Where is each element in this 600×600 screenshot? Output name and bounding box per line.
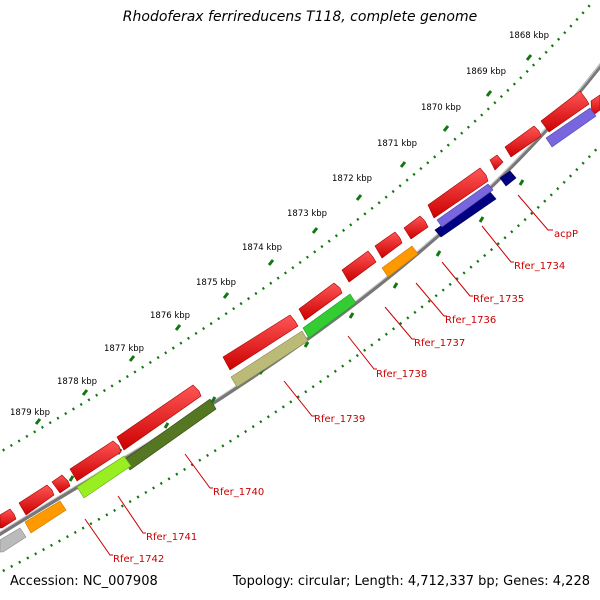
cds-arrow[interactable] (0, 508, 17, 529)
feature-blue-light-2[interactable] (436, 183, 494, 228)
feature-khaki[interactable] (230, 330, 309, 388)
feature-blue-dark-small[interactable] (499, 170, 517, 187)
cds-arrow[interactable] (51, 474, 71, 494)
gene-label-rfer-1742: Rfer_1742 (113, 554, 164, 565)
kbp-label-1873: 1873 kbp (287, 209, 327, 219)
feature-track (0, 107, 597, 553)
kbp-label-1876: 1876 kbp (150, 311, 190, 321)
kbp-label-1874: 1874 kbp (242, 243, 282, 253)
kbp-label-1870: 1870 kbp (421, 103, 461, 113)
forward-cds-track (0, 90, 600, 529)
cds-arrow[interactable] (374, 231, 403, 259)
cds-arrow[interactable] (116, 384, 202, 451)
genome-summary-text: Topology: circular; Length: 4,712,337 bp… (232, 574, 590, 589)
kbp-label-1877: 1877 kbp (104, 344, 144, 354)
outer-major-ticks (34, 54, 533, 425)
gene-labels: acpP Rfer_1734 Rfer_1735 Rfer_1736 Rfer_… (113, 229, 578, 565)
cds-arrow[interactable] (504, 125, 542, 158)
gene-label-rfer-1737: Rfer_1737 (414, 338, 465, 349)
cds-arrow[interactable] (427, 167, 489, 219)
feature-orange-2[interactable] (24, 500, 67, 534)
feature-lime[interactable] (76, 455, 132, 499)
gene-label-rfer-1734: Rfer_1734 (514, 261, 565, 272)
cds-arrow[interactable] (298, 282, 343, 321)
kbp-labels: 1868 kbp 1869 kbp 1870 kbp 1871 kbp 1872… (10, 31, 549, 418)
accession-text: Accession: NC_007908 (10, 574, 158, 589)
feature-orange[interactable] (381, 245, 419, 278)
inner-tick-ring (0, 143, 600, 574)
kbp-label-1872: 1872 kbp (332, 174, 372, 184)
cds-arrow[interactable] (403, 215, 429, 240)
gene-label-acpP: acpP (554, 229, 578, 240)
cds-arrow[interactable] (489, 154, 504, 171)
cds-arrow[interactable] (540, 90, 590, 133)
kbp-label-1871: 1871 kbp (377, 139, 417, 149)
gene-label-rfer-1741: Rfer_1741 (146, 532, 197, 543)
cds-arrow[interactable] (69, 440, 122, 482)
feature-blue-light[interactable] (545, 107, 597, 148)
outer-tick-ring (0, 4, 591, 454)
cds-arrow[interactable] (18, 484, 55, 516)
kbp-label-1868: 1868 kbp (509, 31, 549, 41)
gene-label-rfer-1740: Rfer_1740 (213, 487, 264, 498)
gene-label-rfer-1739: Rfer_1739 (314, 414, 365, 425)
cds-arrow[interactable] (222, 314, 299, 371)
feature-green[interactable] (302, 293, 357, 339)
kbp-label-1869: 1869 kbp (466, 67, 506, 77)
gene-label-rfer-1735: Rfer_1735 (473, 294, 524, 305)
feature-grey[interactable] (0, 527, 27, 553)
map-title: Rhodoferax ferrireducens T118, complete … (122, 9, 478, 25)
gene-label-rfer-1738: Rfer_1738 (376, 369, 427, 380)
kbp-label-1875: 1875 kbp (196, 278, 236, 288)
kbp-label-1878: 1878 kbp (57, 377, 97, 387)
cds-arrow[interactable] (341, 250, 377, 283)
gene-label-rfer-1736: Rfer_1736 (445, 315, 496, 326)
kbp-label-1879: 1879 kbp (10, 408, 50, 418)
callout-lines (84, 194, 553, 556)
